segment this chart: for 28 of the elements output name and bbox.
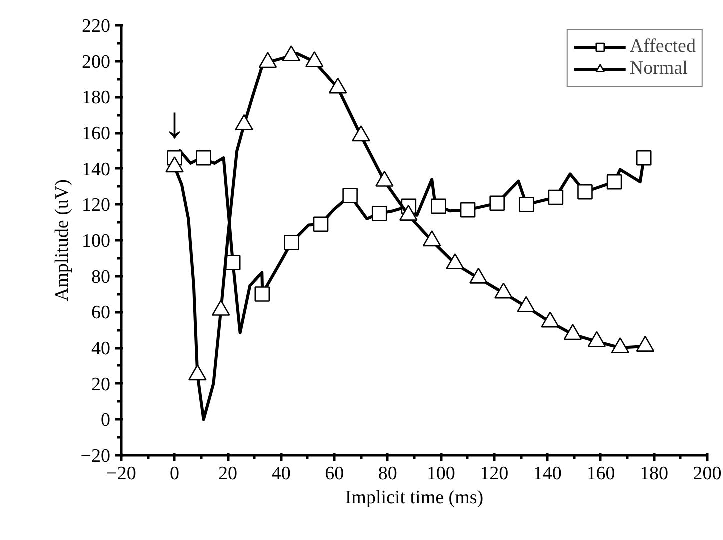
y-tick-label: 160 xyxy=(82,124,110,144)
y-tick-label: 60 xyxy=(92,302,110,324)
legend-label: Normal xyxy=(630,58,688,80)
y-axis-title: Amplitude (uV) xyxy=(52,180,73,302)
x-tick-label: 40 xyxy=(272,464,291,484)
y-tick-label: 200 xyxy=(82,52,110,73)
x-tick-label: 60 xyxy=(325,464,344,484)
legend-label: Affected xyxy=(630,36,696,58)
x-tick-label: 80 xyxy=(378,464,398,484)
y-tick-label: 140 xyxy=(82,159,110,180)
y-tick-label: 120 xyxy=(82,195,110,216)
x-tick-label: 160 xyxy=(586,464,616,484)
x-axis-title: Implicit time (ms) xyxy=(345,488,484,508)
x-tick-label: 100 xyxy=(426,464,456,484)
x-tick-label: 120 xyxy=(480,464,509,484)
x-tick-label: 0 xyxy=(170,464,180,484)
y-tick-label: 80 xyxy=(92,266,110,288)
y-tick-label: 180 xyxy=(82,88,110,109)
y-tick-label: 220 xyxy=(82,16,110,37)
annotation: ↓ xyxy=(164,98,186,148)
x-tick-label: 200 xyxy=(693,464,722,484)
x-tick-label: 140 xyxy=(533,464,562,484)
x-tick-label: 20 xyxy=(218,464,238,484)
y-tick-label: 20 xyxy=(92,374,110,396)
y-tick-label: 40 xyxy=(92,338,110,360)
y-tick-label: 0 xyxy=(101,410,110,432)
x-tick-label: 180 xyxy=(640,464,668,484)
y-tick-label: 100 xyxy=(82,231,110,252)
